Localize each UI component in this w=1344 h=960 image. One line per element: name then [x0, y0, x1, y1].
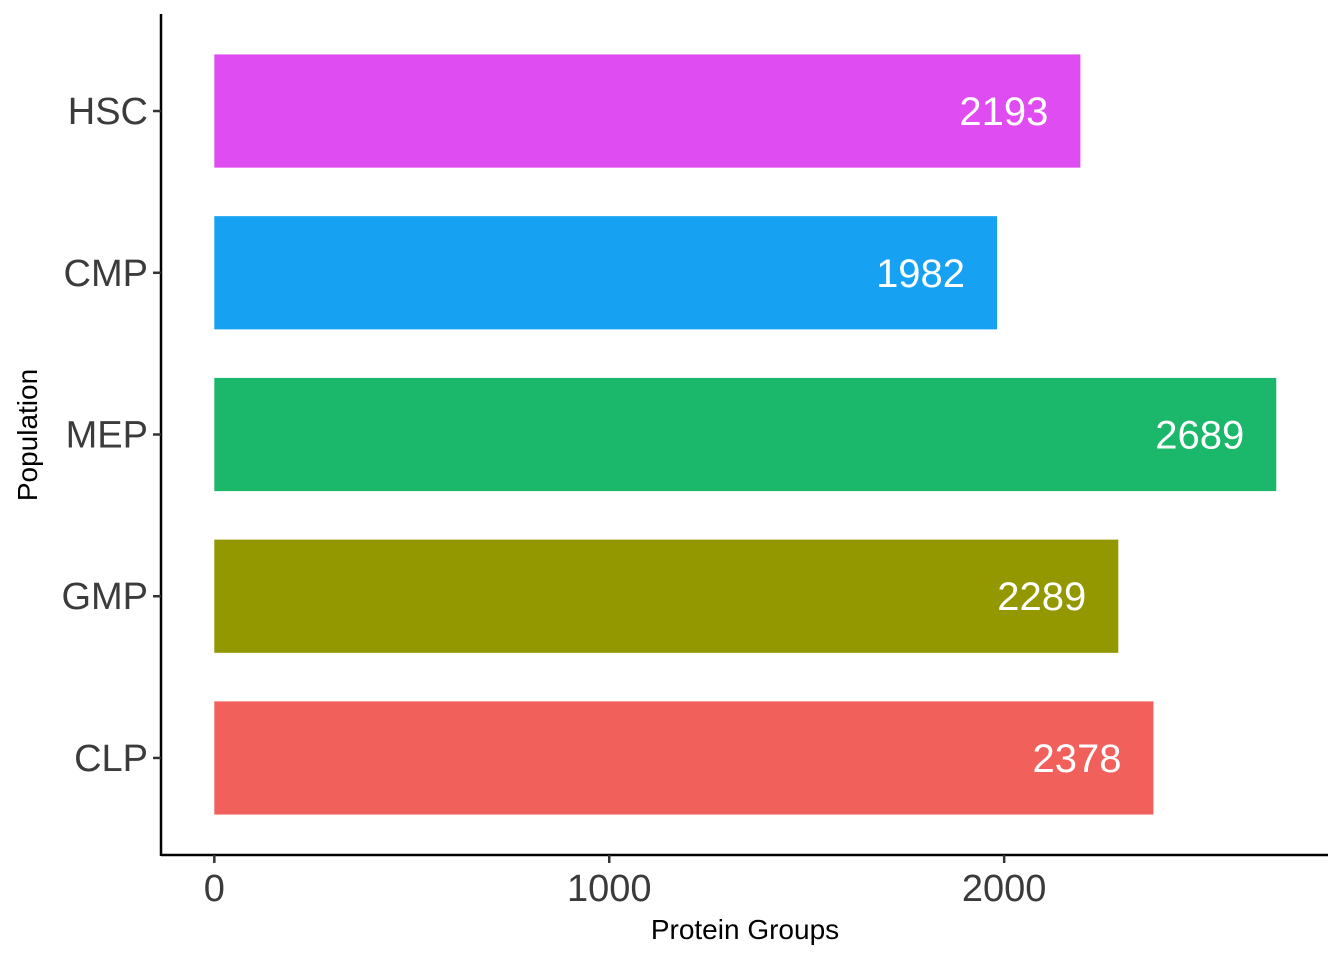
x-axis-title: Protein Groups — [651, 914, 839, 945]
data-label-cmp: 1982 — [876, 252, 965, 296]
y-axis-ticks: HSC CMP MEP GMP CLP — [61, 91, 161, 780]
data-label-mep: 2689 — [1155, 414, 1244, 458]
bar-mep — [214, 377, 1277, 492]
data-label-gmp: 2289 — [997, 575, 1086, 619]
bar-clp — [214, 701, 1154, 815]
y-tick-label-clp: CLP — [74, 738, 148, 780]
data-labels-group: 2193 1982 2689 2289 2378 — [876, 90, 1244, 781]
y-axis-title: Population — [12, 369, 43, 501]
x-tick-label-2000: 2000 — [962, 868, 1047, 910]
bar-hsc — [214, 54, 1081, 168]
bar-gmp — [214, 539, 1119, 653]
x-tick-label-1000: 1000 — [567, 868, 652, 910]
x-axis-ticks: 0 1000 2000 — [204, 855, 1047, 910]
x-tick-label-0: 0 — [204, 868, 225, 910]
bars-group — [214, 54, 1277, 815]
data-label-clp: 2378 — [1032, 737, 1121, 781]
y-tick-label-gmp: GMP — [61, 576, 148, 618]
bar-cmp — [214, 216, 998, 330]
data-label-hsc: 2193 — [959, 90, 1048, 134]
y-tick-label-mep: MEP — [66, 415, 148, 457]
y-tick-label-hsc: HSC — [68, 91, 148, 133]
y-tick-label-cmp: CMP — [64, 253, 148, 295]
